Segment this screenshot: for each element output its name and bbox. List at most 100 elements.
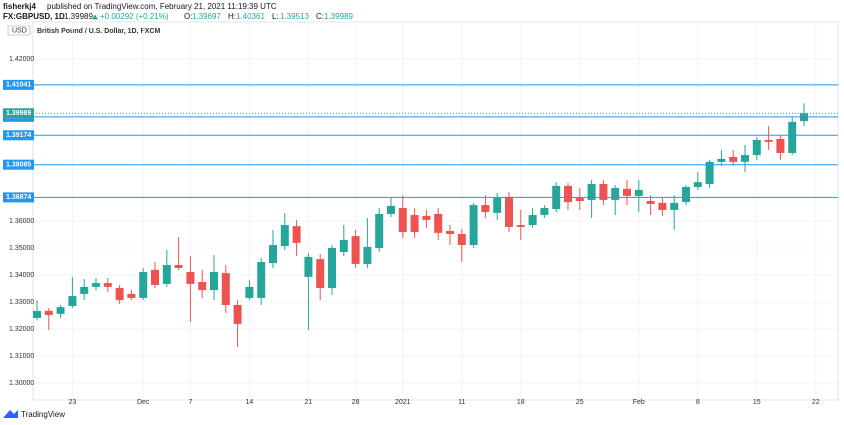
- candle-body: [103, 283, 112, 287]
- candle-body: [375, 213, 384, 248]
- candle-body: [33, 310, 41, 318]
- currency: USD: [12, 27, 27, 34]
- x-tick-label: 28: [352, 399, 360, 406]
- candle-body: [139, 272, 148, 298]
- ohlc-label: L:: [272, 12, 279, 21]
- level-label: 1.38085: [6, 162, 31, 169]
- candle-body: [434, 213, 443, 233]
- candle-body: [56, 307, 65, 314]
- y-tick-label: 1.35000: [9, 245, 34, 252]
- chart-title: British Pound / U.S. Dollar, 1D, FXCM: [37, 28, 160, 35]
- candle-body: [339, 239, 348, 253]
- candle-body: [516, 225, 525, 227]
- level-box: [3, 130, 34, 141]
- x-tick-label: 25: [576, 399, 584, 406]
- candle-body: [328, 247, 336, 288]
- ohlc-label: C:: [316, 12, 324, 21]
- candle-body: [575, 198, 584, 202]
- candle-body: [351, 236, 360, 264]
- last-price-box: [3, 108, 34, 119]
- candle-body: [221, 273, 230, 305]
- x-tick-label: 11: [458, 399, 465, 406]
- candle-body: [80, 286, 89, 294]
- candle-body: [387, 205, 395, 214]
- candle-body: [752, 139, 761, 156]
- y-tick-label: 1.31000: [9, 353, 34, 360]
- candle-body: [741, 155, 749, 162]
- candle-body: [658, 202, 667, 210]
- candle-body: [398, 208, 407, 233]
- candle-body: [233, 304, 242, 324]
- candle-body: [174, 265, 183, 268]
- candle-body: [682, 186, 690, 203]
- x-tick-label: 2021: [395, 399, 411, 406]
- candle-body: [210, 272, 218, 291]
- ohlc-value: 1.40361: [236, 12, 265, 21]
- x-tick-label: 21: [305, 399, 313, 406]
- ohlc-value: 1.39697: [192, 12, 221, 21]
- candle-body: [292, 226, 301, 243]
- candle-body: [729, 157, 738, 162]
- x-tick-label: 22: [812, 399, 820, 406]
- plot-frame: [32, 21, 839, 401]
- candle-body: [717, 158, 726, 162]
- candle-body: [705, 161, 714, 184]
- ohlc-value: 1.39513: [280, 12, 309, 21]
- level-label: 1.39174: [6, 132, 31, 139]
- x-tick-label: Feb: [633, 399, 645, 406]
- change: +0.00292 (+0.21%): [100, 12, 169, 21]
- candle-body: [410, 215, 419, 233]
- candle-body: [788, 121, 797, 153]
- candle-body: [92, 283, 100, 287]
- level-label: 1.36874: [6, 194, 31, 201]
- candle-body: [505, 196, 513, 227]
- ohlc-label: H:: [228, 12, 236, 21]
- candle-body: [776, 138, 785, 153]
- level-box: [3, 79, 34, 90]
- last-price: 1.39989: [64, 12, 93, 21]
- candle-body: [363, 246, 372, 264]
- level-box: [3, 159, 34, 170]
- candle-body: [316, 259, 325, 288]
- candle-body: [304, 256, 313, 277]
- x-tick-label: Dec: [137, 399, 150, 406]
- y-tick-label: 1.36000: [9, 218, 34, 225]
- ohlc-legend: O: 1.39697 H: 1.40361 L: 1.39513 C: 1.39989: [184, 12, 353, 21]
- candle-body: [44, 310, 53, 315]
- y-tick-label: 1.33000: [9, 299, 34, 306]
- candle-body: [623, 188, 631, 196]
- level-box: [3, 192, 34, 203]
- y-tick-label: 1.42000: [9, 56, 34, 63]
- candle-body: [269, 245, 277, 264]
- candle-body: [186, 272, 195, 284]
- candle-body: [670, 202, 679, 210]
- candle-body: [564, 185, 572, 203]
- published: published on TradingView.com, February 2…: [47, 2, 277, 11]
- candle-body: [422, 215, 431, 220]
- candle-body: [257, 262, 266, 298]
- candle-body: [162, 265, 171, 284]
- candle-body: [634, 189, 643, 196]
- candle-body: [528, 215, 537, 226]
- last-price-label: 1.39989: [6, 110, 31, 117]
- x-tick-label: 7: [188, 399, 192, 406]
- y-tick-label: 1.34000: [9, 272, 34, 279]
- candle-body: [493, 198, 502, 213]
- candle-body: [611, 188, 620, 200]
- candle-body: [127, 293, 136, 298]
- y-tick-label: 1.30000: [9, 380, 34, 387]
- x-tick-label: 14: [246, 399, 254, 406]
- candle-body: [280, 225, 289, 247]
- candle-body: [115, 287, 124, 301]
- y-tick-label: 1.32000: [9, 326, 34, 333]
- candle-body: [469, 205, 478, 246]
- currency-box: [7, 25, 31, 36]
- x-tick-label: 15: [753, 399, 761, 406]
- candle-body: [646, 201, 655, 204]
- symbol: FX:GBPUSD, 1D: [3, 12, 65, 21]
- candle-body: [764, 139, 773, 142]
- candle-body: [68, 296, 77, 307]
- ohlc-value: 1.39989: [324, 12, 353, 21]
- candle-body: [198, 282, 207, 291]
